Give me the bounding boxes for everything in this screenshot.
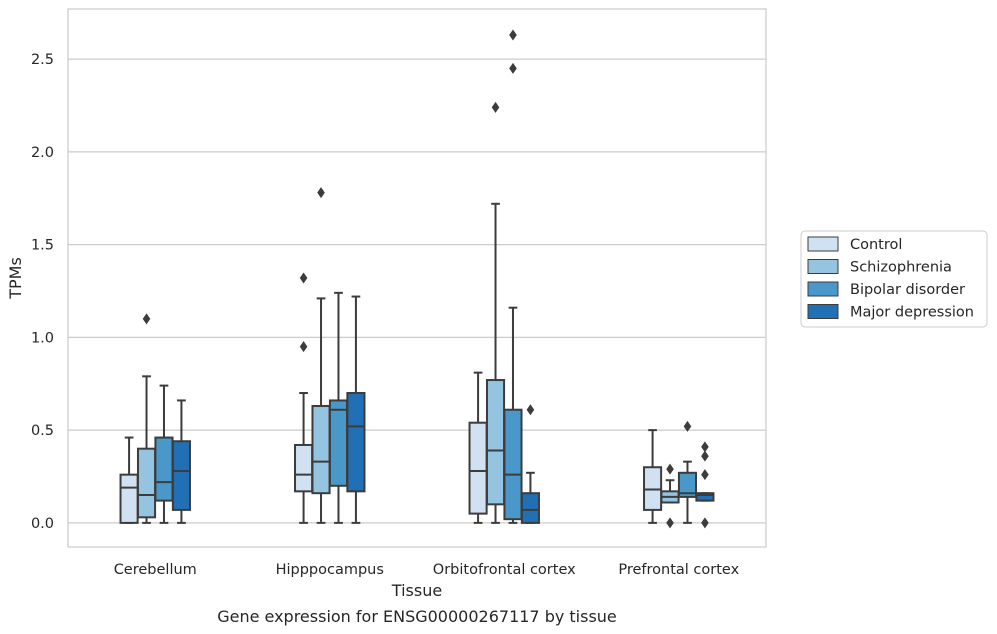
box-iqr [695, 492, 715, 502]
outlier-marker [317, 187, 325, 199]
box-group [643, 429, 663, 524]
box-iqr [503, 408, 523, 521]
box-group [503, 29, 523, 524]
box-group [468, 371, 488, 524]
y-tick-label: 2.5 [31, 52, 54, 68]
box-iqr [346, 392, 366, 493]
box-group [328, 291, 349, 524]
y-tick-label: 1.0 [31, 330, 54, 346]
legend-swatch [807, 259, 839, 274]
y-tick-labels: 0.0 0.5 1.0 1.5 2.0 2.5 [31, 52, 54, 532]
boxes-layer [119, 29, 715, 529]
box-iqr [677, 471, 698, 498]
plot-frame [67, 8, 767, 548]
x-axis-label: Tissue [391, 581, 442, 600]
x-tick-label: Orbitofrontal cortex [433, 562, 576, 578]
box-group [485, 101, 506, 524]
box-iqr [136, 447, 157, 519]
box-group [311, 187, 331, 524]
outlier-marker [666, 463, 674, 475]
legend-item: Bipolar disorder [807, 281, 965, 298]
outlier-marker [526, 404, 535, 416]
y-tick-label: 2.0 [31, 145, 54, 161]
legend: Control Schizophrenia Bipolar disorder Majo… [800, 230, 988, 328]
box-iqr [520, 492, 540, 524]
outlier-marker [491, 101, 500, 113]
box-group [677, 420, 698, 524]
outlier-marker [142, 313, 151, 325]
box-group [660, 463, 680, 529]
box-iqr [294, 443, 314, 493]
box-iqr [328, 399, 349, 487]
box-iqr [154, 436, 174, 502]
outlier-marker [666, 517, 674, 529]
outlier-marker [509, 62, 517, 74]
legend-swatch [807, 281, 839, 297]
x-tick-label: Hipppocampus [276, 562, 384, 578]
box-group [294, 272, 314, 524]
box-group [520, 404, 540, 524]
box-iqr [468, 421, 488, 515]
outlier-marker [701, 469, 709, 481]
box-iqr [485, 379, 506, 506]
outlier-marker [701, 450, 709, 462]
x-tick-label: Cerebellum [114, 562, 197, 578]
outlier-marker [509, 29, 517, 41]
box-group [346, 295, 366, 524]
box-group [136, 313, 157, 524]
legend-items: Control Schizophrenia Bipolar disorder Majo… [807, 236, 974, 321]
legend-label: Major depression [850, 305, 974, 321]
box-iqr [311, 405, 331, 495]
box-group [695, 441, 715, 529]
box-group [154, 384, 174, 524]
x-tick-label: Prefrontal cortex [618, 562, 739, 578]
legend-swatch [807, 236, 839, 252]
y-tick-label: 1.5 [31, 238, 54, 254]
x-tick-labels: Cerebellum Hipppocampus Orbitofrontal cort… [114, 562, 740, 578]
y-tick-label: 0.5 [31, 423, 54, 439]
legend-swatch [807, 304, 839, 319]
legend-label: Schizophrenia [850, 260, 952, 276]
legend-item: Schizophrenia [807, 259, 952, 276]
chart-caption: Gene expression for ENSG00000267117 by t… [217, 607, 617, 626]
outlier-marker [299, 272, 308, 284]
legend-item: Major depression [807, 304, 974, 321]
legend-item: Control [807, 236, 902, 253]
box-group [171, 399, 191, 524]
box-iqr [119, 473, 139, 524]
legend-frame [800, 230, 988, 328]
y-axis-label: TPMs [6, 257, 25, 300]
outlier-marker [701, 441, 709, 453]
outlier-marker [683, 420, 692, 432]
outlier-marker [299, 341, 308, 353]
legend-label: Bipolar disorder [850, 282, 965, 298]
box-iqr [171, 440, 191, 511]
y-tick-label: 0.0 [31, 516, 54, 532]
legend-label: Control [850, 237, 902, 253]
outlier-marker [701, 517, 709, 529]
box-group [119, 436, 139, 524]
